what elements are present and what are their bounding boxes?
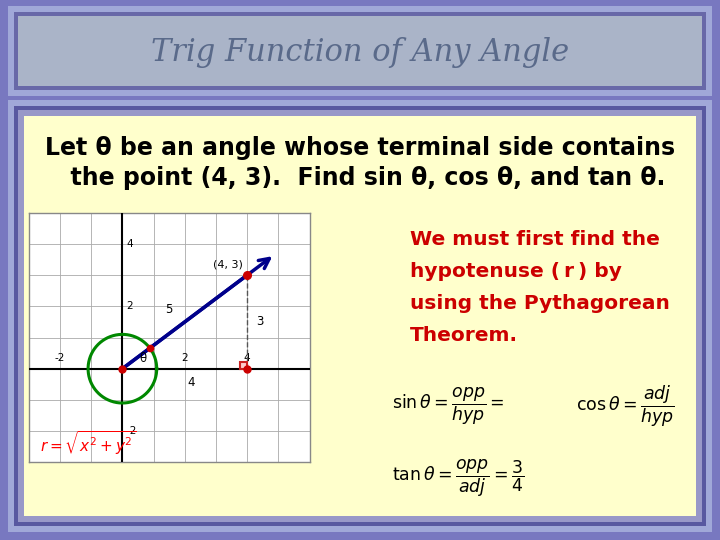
Text: 3: 3 — [256, 315, 264, 328]
Text: 4: 4 — [126, 239, 132, 249]
Text: Trig Function of Any Angle: Trig Function of Any Angle — [151, 37, 569, 69]
Text: 2: 2 — [126, 301, 132, 311]
Text: -2: -2 — [55, 353, 66, 363]
Text: θ: θ — [139, 353, 146, 366]
Text: We must first find the: We must first find the — [410, 230, 660, 249]
Text: hypotenuse ( r ) by: hypotenuse ( r ) by — [410, 262, 622, 281]
Text: 4: 4 — [244, 353, 251, 363]
FancyBboxPatch shape — [14, 12, 706, 90]
FancyBboxPatch shape — [8, 6, 712, 96]
Text: Let θ be an angle whose terminal side contains: Let θ be an angle whose terminal side co… — [45, 136, 675, 160]
Text: Theorem.: Theorem. — [410, 326, 518, 345]
FancyBboxPatch shape — [24, 116, 696, 516]
Text: $\tan\theta = \dfrac{opp}{adj} = \dfrac{3}{4}$: $\tan\theta = \dfrac{opp}{adj} = \dfrac{… — [392, 457, 525, 498]
Text: -2: -2 — [126, 426, 137, 436]
FancyBboxPatch shape — [8, 100, 712, 532]
Bar — [240, 362, 247, 369]
Text: using the Pythagorean: using the Pythagorean — [410, 294, 670, 313]
Text: (4, 3): (4, 3) — [213, 259, 243, 269]
Text: 4: 4 — [187, 376, 195, 389]
Text: $\sin\theta = \dfrac{opp}{hyp} =$: $\sin\theta = \dfrac{opp}{hyp} =$ — [392, 386, 505, 427]
Text: 5: 5 — [166, 302, 173, 315]
FancyBboxPatch shape — [14, 106, 706, 526]
FancyBboxPatch shape — [8, 6, 712, 96]
Text: 2: 2 — [181, 353, 188, 363]
Text: $\cos\theta = \dfrac{adj}{hyp}$: $\cos\theta = \dfrac{adj}{hyp}$ — [576, 384, 675, 429]
FancyBboxPatch shape — [18, 16, 702, 86]
Text: $r = \sqrt{x^2 + y^2}$: $r = \sqrt{x^2 + y^2}$ — [40, 430, 136, 457]
FancyBboxPatch shape — [18, 110, 702, 522]
Text: the point (4, 3).  Find sin θ, cos θ, and tan θ.: the point (4, 3). Find sin θ, cos θ, and… — [54, 166, 666, 190]
